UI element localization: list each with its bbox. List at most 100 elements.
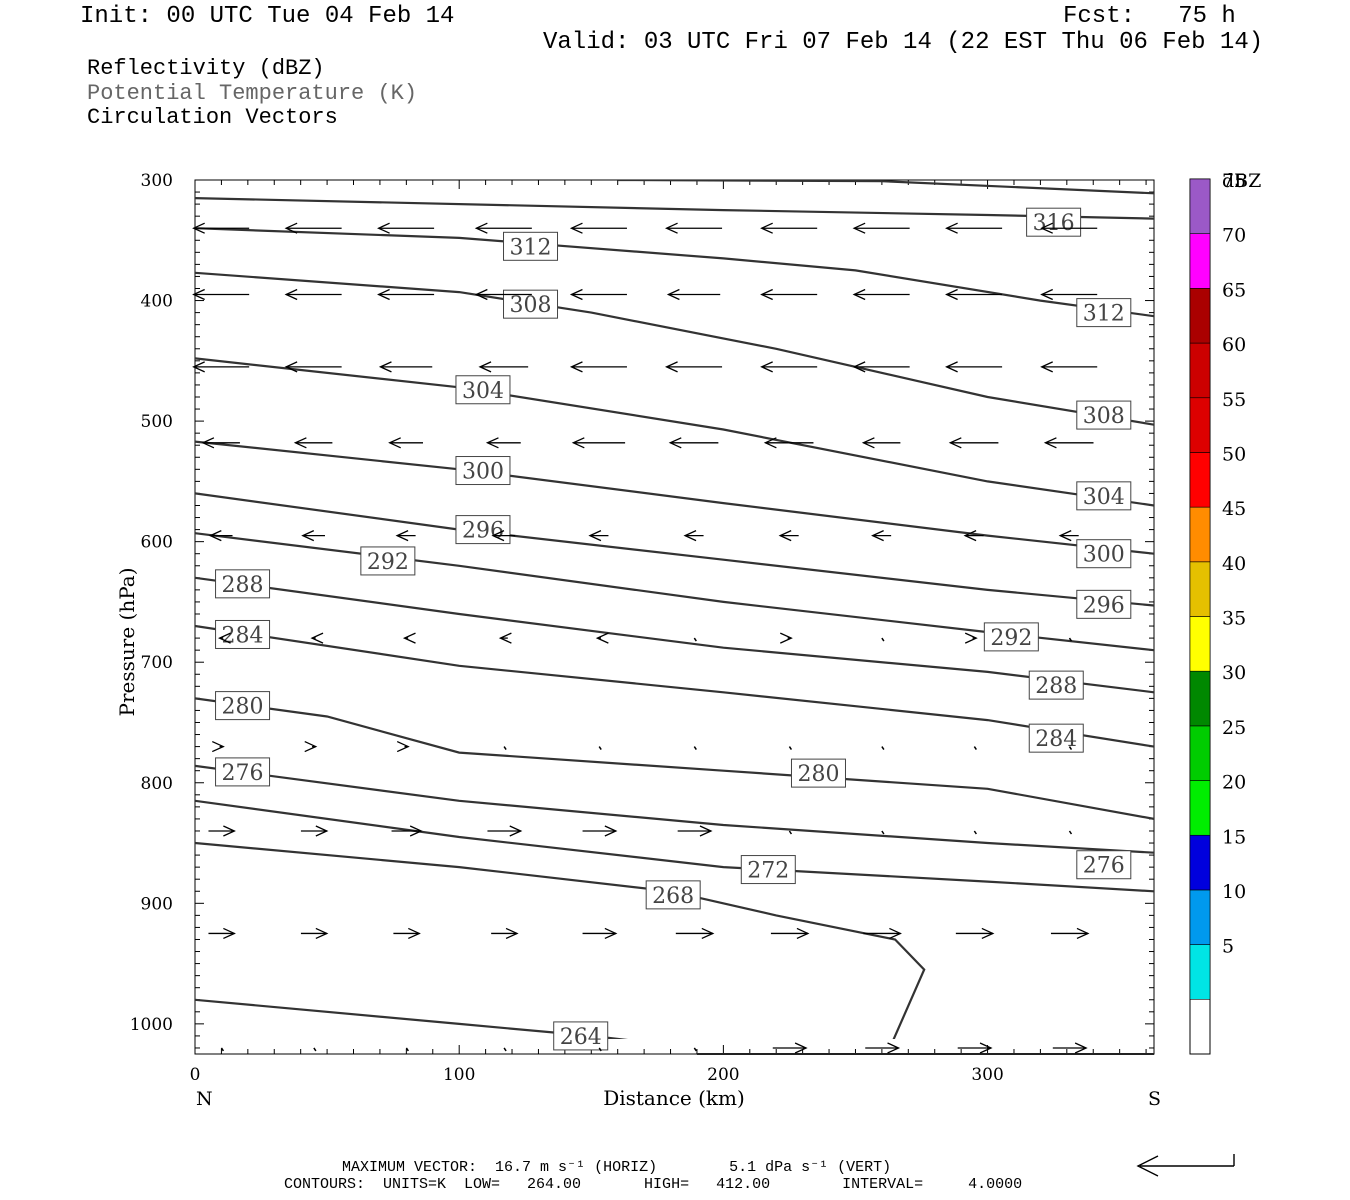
contour-label: 316 bbox=[1033, 211, 1075, 236]
colorbar-segment bbox=[1189, 452, 1211, 508]
vector-head bbox=[284, 222, 298, 234]
colorbar-label: 15 bbox=[1222, 826, 1246, 848]
colorbar-segment bbox=[1189, 233, 1211, 289]
vector-head bbox=[664, 222, 678, 234]
vector-head bbox=[701, 927, 715, 940]
plot-frame bbox=[194, 179, 1155, 1055]
vector-head bbox=[763, 437, 777, 449]
vector-head bbox=[760, 288, 773, 301]
contour-label: 300 bbox=[462, 460, 504, 485]
vector-head bbox=[223, 927, 236, 940]
circulation-vector bbox=[503, 1047, 507, 1052]
vector-head bbox=[505, 927, 519, 940]
reference-vector-head bbox=[1136, 1155, 1159, 1177]
vector-head bbox=[796, 927, 810, 940]
x-right-label: S bbox=[1148, 1088, 1161, 1110]
theta-contour bbox=[195, 197, 1154, 220]
vector-head bbox=[192, 288, 205, 301]
contour-label-box bbox=[740, 855, 796, 885]
colorbar-segment bbox=[1189, 178, 1211, 234]
vector-head bbox=[201, 437, 215, 449]
vector-head bbox=[948, 437, 962, 449]
contour-label: 292 bbox=[367, 550, 409, 575]
contour-label-box bbox=[645, 880, 701, 910]
footer-max-vector: MAXIMUM VECTOR: 16.7 m s⁻¹ (HORIZ) 5.1 d… bbox=[342, 1159, 892, 1176]
vector-head bbox=[409, 825, 423, 837]
contour-label-box bbox=[1076, 539, 1132, 569]
circulation-vector bbox=[973, 830, 977, 835]
colorbar-label: 35 bbox=[1222, 608, 1246, 630]
contour-label: 264 bbox=[560, 1025, 602, 1050]
vector-head bbox=[1043, 437, 1057, 449]
colorbar-segment bbox=[1189, 288, 1211, 344]
colorbar-segment bbox=[1189, 616, 1211, 672]
colorbar-label: 75 bbox=[1222, 170, 1246, 192]
circulation-vector bbox=[503, 746, 507, 751]
vector-head bbox=[571, 437, 585, 449]
theta-contour bbox=[195, 357, 1154, 507]
circulation-vector bbox=[598, 1047, 602, 1052]
colorbar-label: 40 bbox=[1222, 553, 1246, 575]
colorbar-label: 70 bbox=[1222, 225, 1246, 247]
contour-label-box bbox=[1028, 723, 1084, 753]
contour-label: 296 bbox=[1083, 593, 1125, 618]
colorbar-segment bbox=[1189, 561, 1211, 617]
vector-head bbox=[945, 288, 958, 301]
vector-head bbox=[310, 632, 324, 644]
vector-head bbox=[474, 222, 488, 234]
field-theta: Potential Temperature (K) bbox=[87, 81, 418, 106]
contour-label-box bbox=[1076, 589, 1132, 619]
vector-head bbox=[569, 222, 583, 234]
circulation-vector bbox=[788, 746, 793, 751]
vector-head bbox=[1040, 222, 1053, 234]
colorbar-segment bbox=[1189, 834, 1211, 891]
vector-head bbox=[852, 288, 866, 301]
colorbar-segment bbox=[1189, 397, 1211, 453]
circulation-vector bbox=[881, 746, 885, 751]
x-tick-label: 200 bbox=[707, 1065, 739, 1085]
contour-label-box bbox=[1026, 207, 1082, 237]
contour-label-box bbox=[215, 619, 271, 649]
vector-head bbox=[192, 361, 205, 373]
vector-head bbox=[284, 361, 298, 373]
circulation-vector bbox=[973, 746, 977, 751]
circulation-vector bbox=[1068, 830, 1073, 835]
circulation-vector bbox=[220, 1047, 225, 1052]
contour-label: 268 bbox=[652, 884, 694, 909]
vector-head bbox=[192, 222, 205, 234]
vector-head bbox=[478, 361, 492, 373]
theta-contour bbox=[195, 271, 1154, 426]
vector-head bbox=[217, 632, 231, 644]
colorbar-segment bbox=[1189, 506, 1211, 563]
contour-label: 272 bbox=[747, 859, 789, 884]
x-tick-label: 300 bbox=[971, 1065, 1003, 1085]
vector-head bbox=[315, 927, 329, 940]
theta-contour bbox=[195, 440, 1154, 555]
vector-head bbox=[595, 632, 609, 644]
vector-head bbox=[304, 741, 318, 753]
vector-head bbox=[604, 927, 618, 940]
contour-label-box bbox=[1076, 481, 1132, 511]
y-tick-label: 600 bbox=[141, 533, 173, 553]
vector-head bbox=[887, 1042, 901, 1054]
circulation-vector bbox=[405, 1047, 409, 1052]
colorbar-label: 30 bbox=[1222, 662, 1246, 684]
contour-label: 308 bbox=[1083, 404, 1125, 429]
vector-head bbox=[208, 530, 222, 542]
vector-head bbox=[378, 361, 392, 373]
vector-head bbox=[889, 927, 902, 940]
contour-label-box bbox=[503, 231, 559, 261]
vector-head bbox=[212, 741, 225, 753]
contour-label: 280 bbox=[222, 695, 264, 720]
vector-head bbox=[1076, 927, 1090, 940]
y-tick-label: 400 bbox=[141, 292, 173, 312]
y-tick-label: 700 bbox=[141, 653, 173, 673]
contour-label: 292 bbox=[990, 626, 1032, 651]
theta-contour bbox=[195, 998, 629, 1039]
vector-head bbox=[491, 530, 505, 542]
contour-label-box bbox=[553, 1021, 609, 1051]
circulation-vector bbox=[598, 746, 602, 751]
circulation-vector bbox=[313, 1047, 317, 1052]
vector-head bbox=[778, 530, 792, 542]
